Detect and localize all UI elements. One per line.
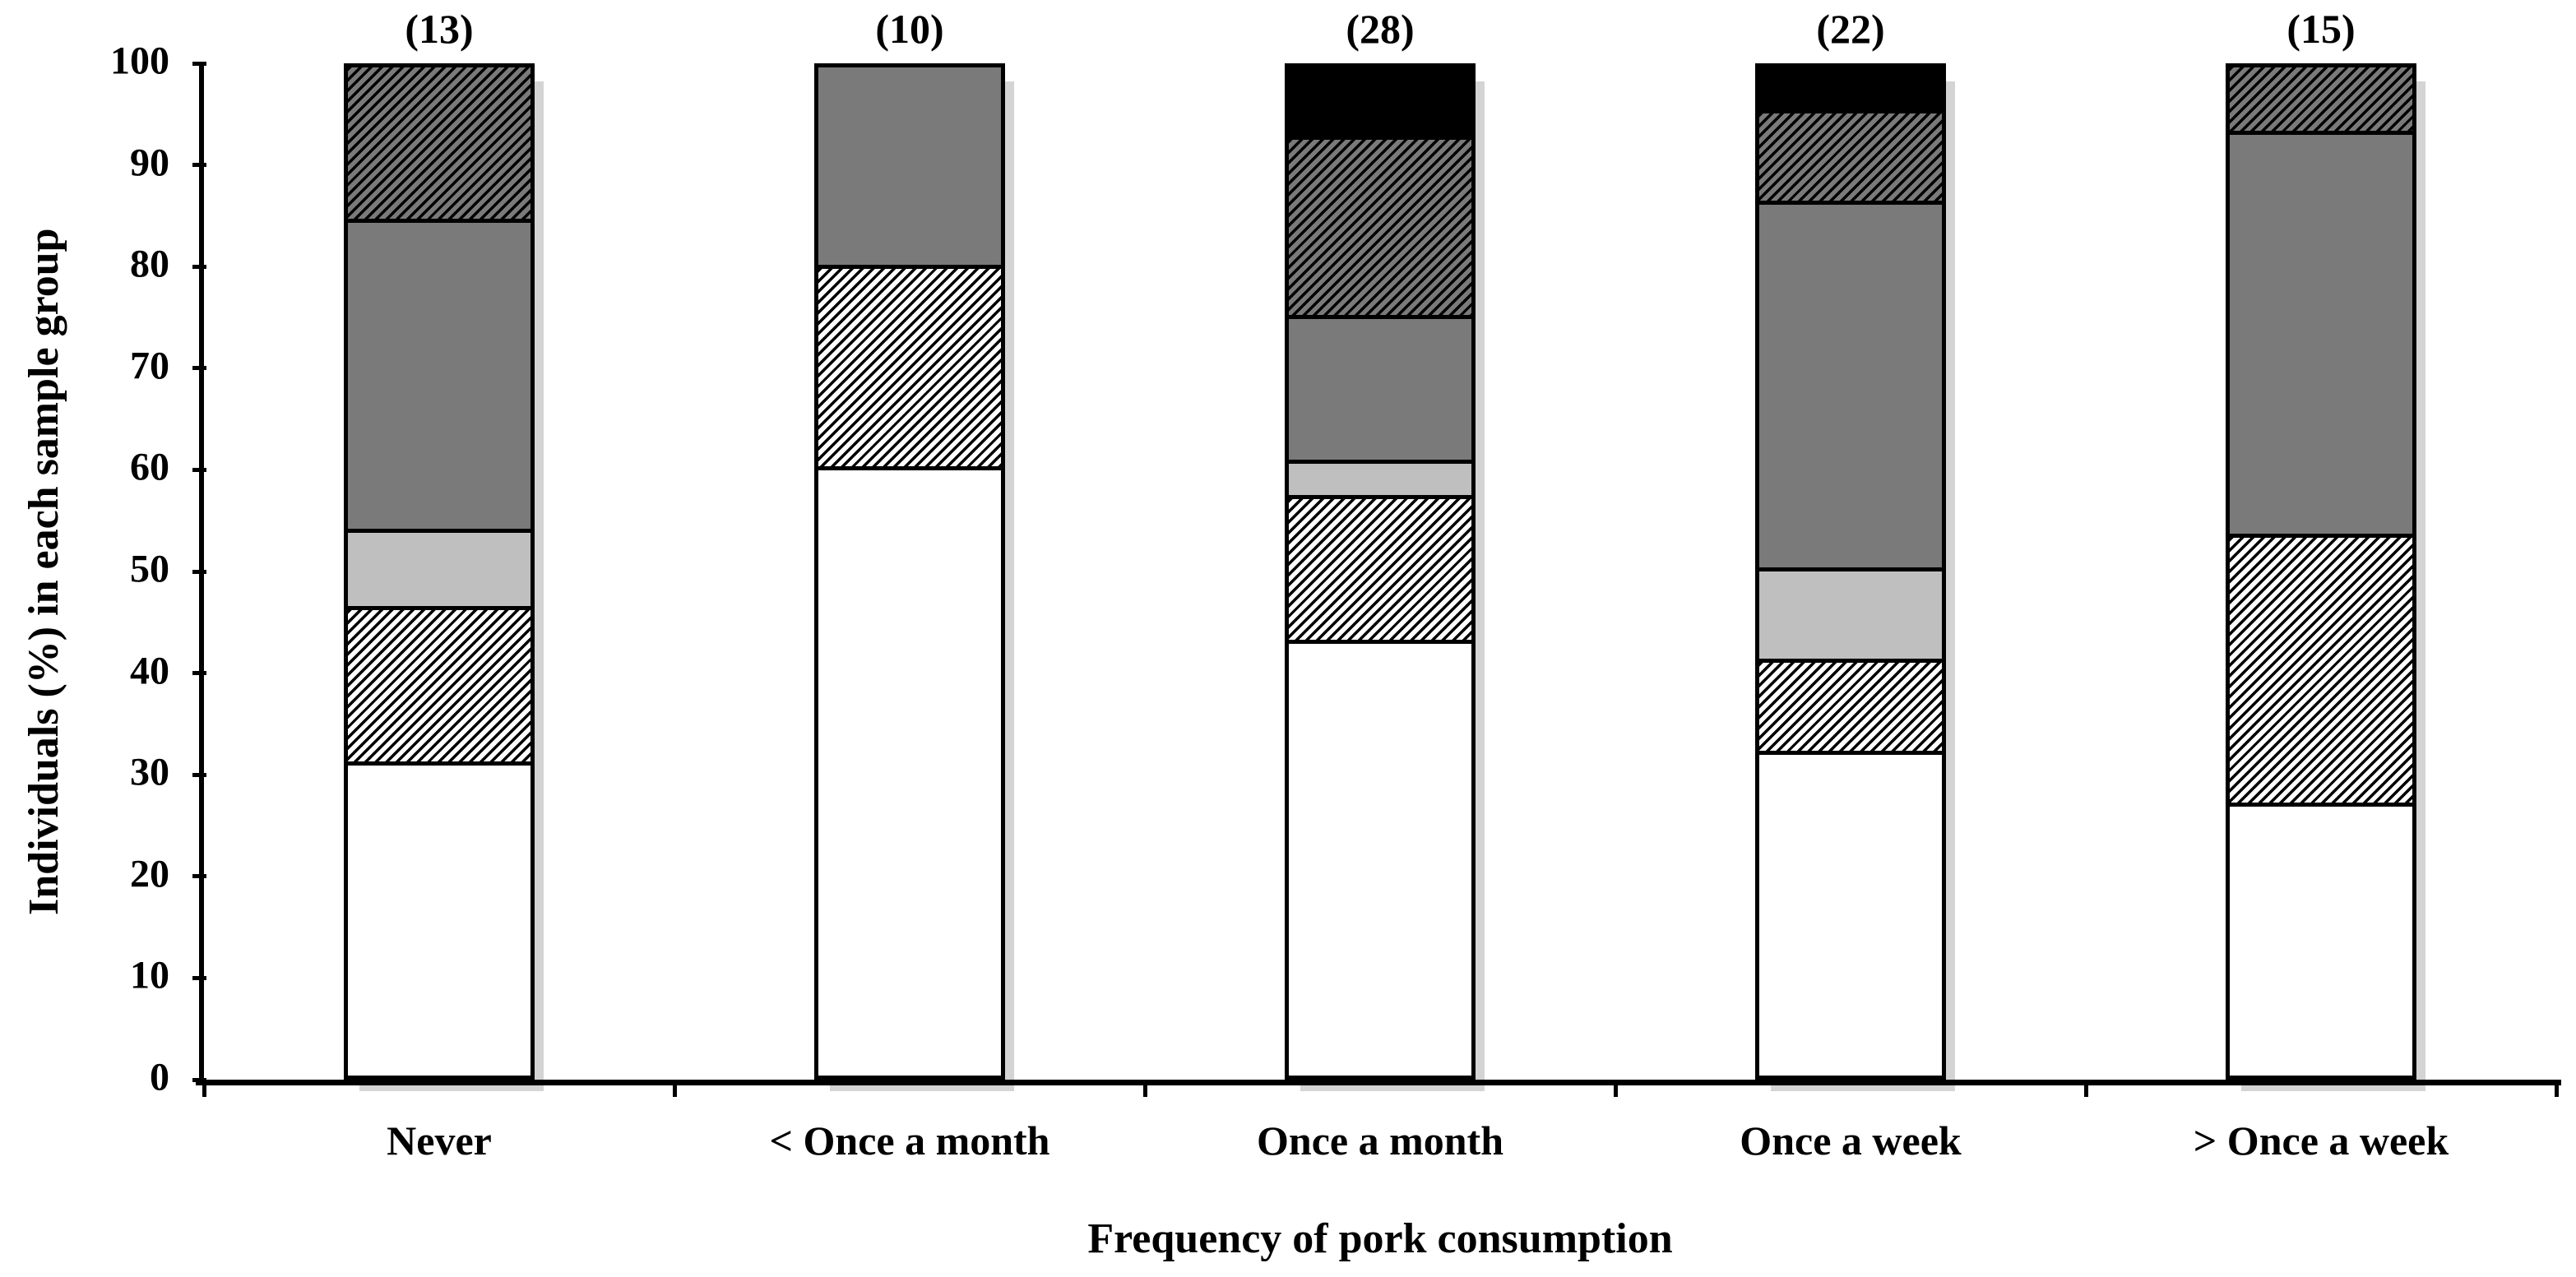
x-tick bbox=[1142, 1080, 1147, 1097]
x-axis-line bbox=[196, 1080, 2561, 1085]
x-category-label: < Once a month bbox=[769, 1117, 1050, 1164]
x-category-label: Never bbox=[387, 1117, 492, 1164]
y-tick bbox=[192, 163, 206, 168]
bar-count-label: (15) bbox=[2286, 6, 2356, 52]
y-tick-label: 60 bbox=[130, 445, 169, 489]
y-tick bbox=[192, 264, 206, 269]
y-tick-label: 100 bbox=[110, 39, 169, 83]
y-tick-label: 50 bbox=[130, 547, 169, 591]
bar-segment-dark-gray-solid bbox=[1759, 205, 1942, 572]
bar-segment-white-solid bbox=[1289, 643, 1471, 1076]
bar-segment-black-hatch-on-white bbox=[348, 610, 530, 766]
y-tick bbox=[192, 569, 206, 574]
y-tick bbox=[192, 1077, 206, 1082]
y-axis-title: Individuals (%) in each sample group bbox=[21, 228, 67, 915]
bar-never bbox=[344, 63, 535, 1080]
y-tick-label: 20 bbox=[130, 852, 169, 896]
bar-segment-light-gray-solid bbox=[348, 532, 530, 611]
bar-segment-black-solid bbox=[1759, 67, 1942, 113]
y-tick bbox=[192, 671, 206, 676]
x-tick bbox=[1613, 1080, 1618, 1097]
bar-segment-white-solid bbox=[348, 765, 530, 1076]
bar-segment-dark-gray-solid bbox=[1289, 319, 1471, 464]
y-tick bbox=[192, 772, 206, 777]
y-tick bbox=[192, 467, 206, 472]
bar-count-label: (22) bbox=[1816, 6, 1885, 52]
bar-segment-black-hatch-on-white bbox=[1289, 499, 1471, 644]
x-tick bbox=[672, 1080, 677, 1097]
bar-segment-black-hatch-on-gray bbox=[1289, 139, 1471, 320]
bar-segment-black-hatch-on-white bbox=[818, 269, 1001, 471]
y-tick bbox=[192, 366, 206, 371]
y-tick-label: 70 bbox=[130, 344, 169, 388]
bar-count-label: (13) bbox=[405, 6, 474, 52]
bar-segment-white-solid bbox=[2230, 807, 2412, 1076]
x-category-label: Once a month bbox=[1257, 1117, 1503, 1164]
x-tick bbox=[202, 1080, 206, 1097]
x-category-label: > Once a week bbox=[2193, 1117, 2449, 1164]
y-tick-label: 40 bbox=[130, 649, 169, 693]
y-tick-label: 90 bbox=[130, 141, 169, 185]
y-tick bbox=[192, 975, 206, 980]
bar-segment-dark-gray-solid bbox=[348, 222, 530, 533]
y-tick bbox=[192, 61, 206, 66]
bar-segment-black-hatch-on-gray bbox=[348, 67, 530, 223]
bar-segment-black-hatch-on-gray bbox=[2230, 67, 2412, 135]
bar-count-label: (10) bbox=[875, 6, 944, 52]
bar-count-label: (28) bbox=[1346, 6, 1415, 52]
bar-once-a-month bbox=[1285, 63, 1476, 1080]
bar-segment-dark-gray-solid bbox=[818, 67, 1001, 270]
x-tick bbox=[2083, 1080, 2088, 1097]
y-tick-label: 30 bbox=[130, 750, 169, 794]
y-tick-label: 10 bbox=[130, 953, 169, 997]
bar-segment-black-hatch-on-gray bbox=[1759, 113, 1942, 206]
x-tick bbox=[2554, 1080, 2559, 1097]
x-category-label: Once a week bbox=[1740, 1117, 1962, 1164]
bar--once-a-month bbox=[814, 63, 1005, 1080]
y-tick bbox=[192, 874, 206, 879]
y-tick-label: 0 bbox=[150, 1055, 169, 1099]
x-axis-title: Frequency of pork consumption bbox=[1087, 1215, 1673, 1262]
plot-area: 0 10 20 30 40 50 60 70 80 90 100 bbox=[110, 41, 2561, 1097]
bar-segment-light-gray-solid bbox=[1289, 463, 1471, 500]
bar-segment-white-solid bbox=[1759, 754, 1942, 1076]
bar-once-a-week bbox=[1755, 63, 1946, 1080]
bar-segment-white-solid bbox=[818, 470, 1001, 1076]
y-tick-label: 80 bbox=[130, 242, 169, 286]
bar-segment-black-solid bbox=[1289, 67, 1471, 140]
bar-segment-light-gray-solid bbox=[1759, 571, 1942, 664]
bar--once-a-week bbox=[2226, 63, 2416, 1080]
bar-segment-dark-gray-solid bbox=[2230, 134, 2412, 539]
bar-segment-black-hatch-on-white bbox=[2230, 538, 2412, 807]
bar-segment-black-hatch-on-white bbox=[1759, 663, 1942, 755]
y-axis-line bbox=[199, 63, 204, 1085]
